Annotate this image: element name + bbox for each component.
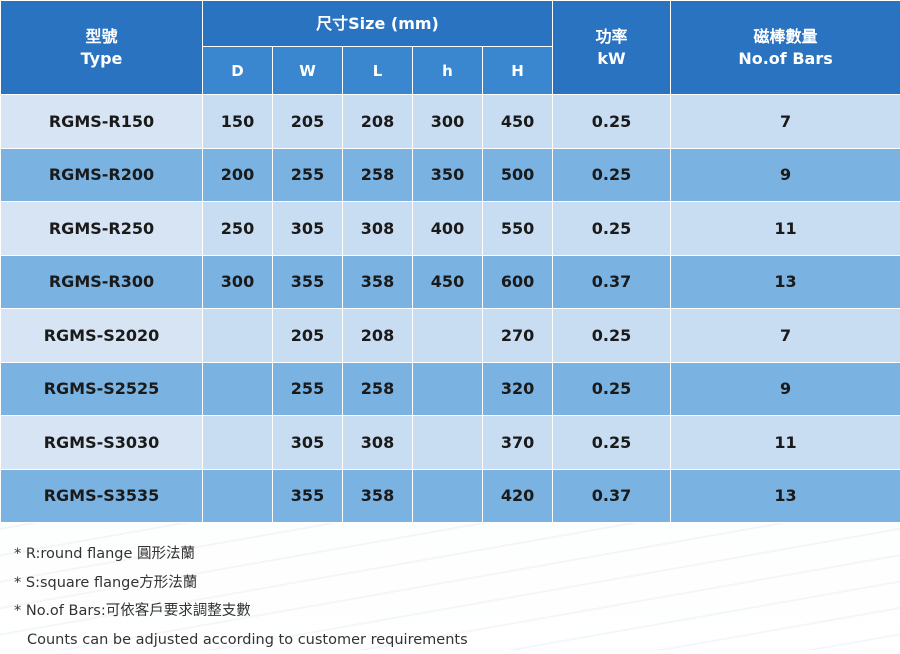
cell-W: 255 <box>273 148 343 202</box>
cell-L: 208 <box>343 95 413 149</box>
cell-bars: 11 <box>671 416 900 470</box>
cell-kw: 0.25 <box>553 309 671 363</box>
cell-W: 305 <box>273 416 343 470</box>
header-bars-en: No.of Bars <box>671 48 900 70</box>
header-col-L: L <box>343 47 413 95</box>
cell-type: RGMS-R250 <box>1 202 203 256</box>
table-row: RGMS-R250 250 305 308 400 550 0.25 11 <box>1 202 900 256</box>
cell-D: 300 <box>203 255 273 309</box>
cell-D: 150 <box>203 95 273 149</box>
header-type-zh: 型號 <box>1 26 202 48</box>
header-type-en: Type <box>1 48 202 70</box>
cell-W: 255 <box>273 362 343 416</box>
table-row: RGMS-R200 200 255 258 350 500 0.25 9 <box>1 148 900 202</box>
note-square-flange: * S:square flange方形法蘭 <box>14 569 468 598</box>
cell-H: 420 <box>483 469 553 523</box>
cell-bars: 11 <box>671 202 900 256</box>
cell-H: 450 <box>483 95 553 149</box>
cell-L: 358 <box>343 469 413 523</box>
header-col-h: h <box>413 47 483 95</box>
cell-type: RGMS-S2020 <box>1 309 203 363</box>
header-type: 型號 Type <box>1 1 203 95</box>
cell-type: RGMS-R200 <box>1 148 203 202</box>
header-power-zh: 功率 <box>553 26 670 48</box>
cell-bars: 13 <box>671 255 900 309</box>
cell-D <box>203 309 273 363</box>
cell-kw: 0.37 <box>553 255 671 309</box>
cell-H: 600 <box>483 255 553 309</box>
cell-D <box>203 416 273 470</box>
cell-L: 308 <box>343 202 413 256</box>
note-bars-adjustable: * No.of Bars:可依客戶要求調整支數 <box>14 597 468 626</box>
cell-D <box>203 469 273 523</box>
cell-kw: 0.25 <box>553 202 671 256</box>
spec-table: 型號 Type 尺寸Size (mm) 功率 kW 磁棒數量 No.of Bar… <box>0 0 900 523</box>
header-row: 型號 Type 尺寸Size (mm) 功率 kW 磁棒數量 No.of Bar… <box>1 1 900 47</box>
table-row: RGMS-S3030 305 308 370 0.25 11 <box>1 416 900 470</box>
cell-H: 270 <box>483 309 553 363</box>
cell-L: 208 <box>343 309 413 363</box>
cell-kw: 0.25 <box>553 95 671 149</box>
cell-h <box>413 309 483 363</box>
cell-h <box>413 362 483 416</box>
cell-L: 258 <box>343 148 413 202</box>
cell-H: 320 <box>483 362 553 416</box>
cell-kw: 0.25 <box>553 416 671 470</box>
table-row: RGMS-S2020 205 208 270 0.25 7 <box>1 309 900 363</box>
footnotes: * R:round flange 圓形法蘭 * S:square flange方… <box>14 540 468 654</box>
header-power: 功率 kW <box>553 1 671 95</box>
table-row: RGMS-R300 300 355 358 450 600 0.37 13 <box>1 255 900 309</box>
header-bars-zh: 磁棒數量 <box>671 26 900 48</box>
header-col-H: H <box>483 47 553 95</box>
cell-h <box>413 416 483 470</box>
cell-type: RGMS-R150 <box>1 95 203 149</box>
cell-H: 370 <box>483 416 553 470</box>
cell-D: 250 <box>203 202 273 256</box>
header-bars: 磁棒數量 No.of Bars <box>671 1 900 95</box>
cell-kw: 0.25 <box>553 362 671 416</box>
cell-bars: 7 <box>671 95 900 149</box>
cell-bars: 13 <box>671 469 900 523</box>
cell-type: RGMS-S3535 <box>1 469 203 523</box>
cell-L: 258 <box>343 362 413 416</box>
header-col-W: W <box>273 47 343 95</box>
cell-W: 205 <box>273 95 343 149</box>
table-row: RGMS-S3535 355 358 420 0.37 13 <box>1 469 900 523</box>
cell-bars: 9 <box>671 362 900 416</box>
cell-W: 355 <box>273 469 343 523</box>
cell-D: 200 <box>203 148 273 202</box>
cell-bars: 7 <box>671 309 900 363</box>
note-round-flange: * R:round flange 圓形法蘭 <box>14 540 468 569</box>
header-size-group: 尺寸Size (mm) <box>203 1 553 47</box>
cell-kw: 0.25 <box>553 148 671 202</box>
table-row: RGMS-R150 150 205 208 300 450 0.25 7 <box>1 95 900 149</box>
cell-H: 550 <box>483 202 553 256</box>
cell-h: 400 <box>413 202 483 256</box>
cell-W: 305 <box>273 202 343 256</box>
cell-W: 355 <box>273 255 343 309</box>
cell-bars: 9 <box>671 148 900 202</box>
cell-kw: 0.37 <box>553 469 671 523</box>
cell-h: 350 <box>413 148 483 202</box>
cell-D <box>203 362 273 416</box>
header-col-D: D <box>203 47 273 95</box>
cell-H: 500 <box>483 148 553 202</box>
cell-type: RGMS-S2525 <box>1 362 203 416</box>
cell-h <box>413 469 483 523</box>
cell-type: RGMS-R300 <box>1 255 203 309</box>
cell-h: 450 <box>413 255 483 309</box>
cell-h: 300 <box>413 95 483 149</box>
cell-type: RGMS-S3030 <box>1 416 203 470</box>
cell-L: 358 <box>343 255 413 309</box>
table-row: RGMS-S2525 255 258 320 0.25 9 <box>1 362 900 416</box>
cell-W: 205 <box>273 309 343 363</box>
cell-L: 308 <box>343 416 413 470</box>
header-power-en: kW <box>553 48 670 70</box>
